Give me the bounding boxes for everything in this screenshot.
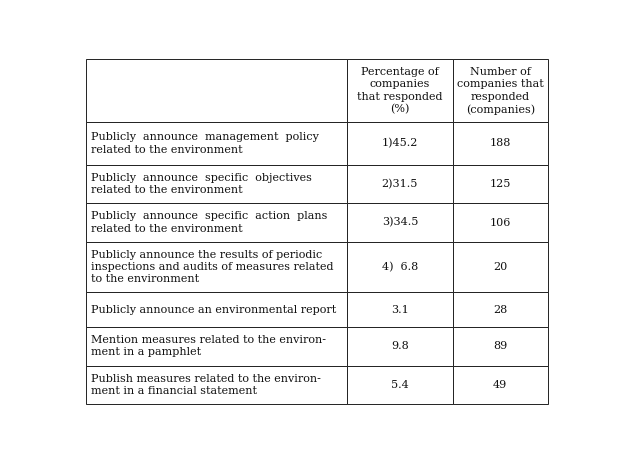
Text: Publicly announce the results of periodic
inspections and audits of measures rel: Publicly announce the results of periodi… [91,250,333,284]
Text: Percentage of
companies
that responded
(%): Percentage of companies that responded (… [357,67,442,114]
Text: 5.4: 5.4 [391,380,408,390]
Bar [86,203,347,242]
Text: 1)45.2: 1)45.2 [382,138,418,148]
Text: Number of
companies that
responded
(companies): Number of companies that responded (comp… [457,67,544,114]
Text: 9.8: 9.8 [391,341,408,351]
Bar [453,203,548,242]
Text: 4)  6.8: 4) 6.8 [382,262,418,272]
Text: Publicly  announce  specific  action  plans
related to the environment: Publicly announce specific action plans … [91,212,327,234]
Bar [86,365,347,404]
Text: 3)34.5: 3)34.5 [382,218,418,228]
Bar [347,327,453,365]
Text: Publicly  announce  management  policy
related to the environment: Publicly announce management policy rela… [91,132,318,155]
Text: 28: 28 [493,305,507,315]
Text: 3.1: 3.1 [391,305,408,315]
Bar [347,242,453,292]
Text: Publicly  announce  specific  objectives
related to the environment: Publicly announce specific objectives re… [91,173,311,195]
Text: Publicly announce an environmental report: Publicly announce an environmental repor… [91,305,336,315]
Bar [86,292,347,327]
Text: 49: 49 [493,380,507,390]
Text: 125: 125 [489,179,511,189]
Text: 89: 89 [493,341,507,351]
Text: Publish measures related to the environ-
ment in a financial statement: Publish measures related to the environ-… [91,374,321,396]
Bar [347,122,453,165]
Bar [453,242,548,292]
Bar [347,203,453,242]
Bar [453,292,548,327]
Bar [453,327,548,365]
Bar [453,122,548,165]
Bar [347,165,453,203]
Bar [347,59,453,122]
Text: 20: 20 [493,262,507,272]
Bar [347,292,453,327]
Text: 2)31.5: 2)31.5 [382,179,418,189]
Bar [453,165,548,203]
Bar [86,59,347,122]
Text: 106: 106 [489,218,511,228]
Bar [453,365,548,404]
Bar [86,242,347,292]
Text: Mention measures related to the environ-
ment in a pamphlet: Mention measures related to the environ-… [91,335,326,357]
Text: 188: 188 [489,138,511,148]
Bar [347,365,453,404]
Bar [86,165,347,203]
Bar [453,59,548,122]
Bar [86,122,347,165]
Bar [86,327,347,365]
